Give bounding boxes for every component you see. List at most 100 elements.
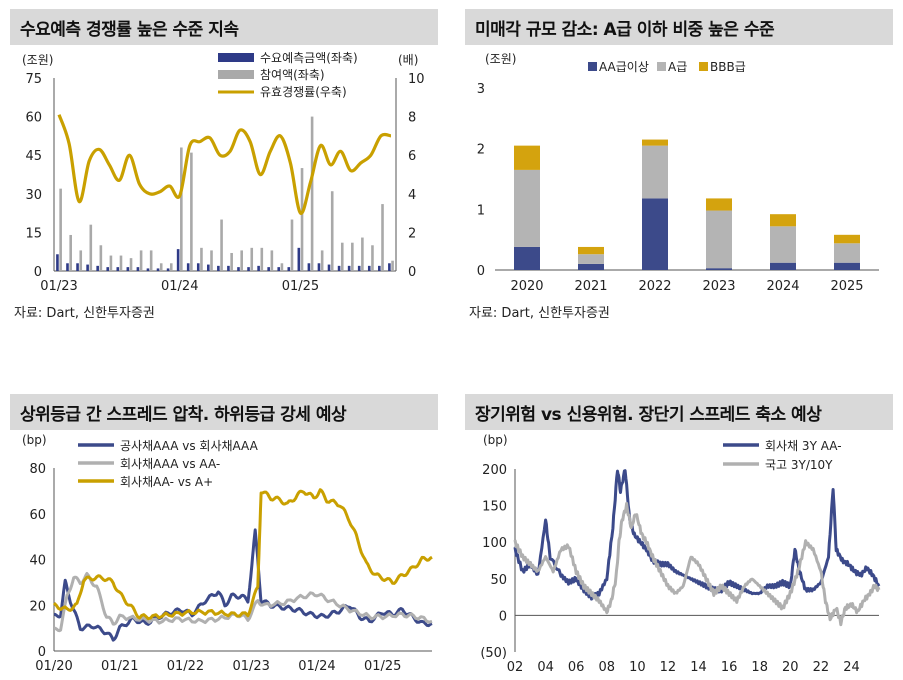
- bar-participation: [169, 263, 173, 271]
- bar-demand: [207, 264, 210, 271]
- y-right-tick-label: 8: [408, 111, 416, 126]
- chart-term-credit: (bp) 200 150 100 50 0 (50)02 04 06 08 10 12 14 16 18 20…: [480, 433, 881, 675]
- legend-swatch: [218, 70, 254, 79]
- legend-swatch: [699, 62, 708, 71]
- bar-demand: [388, 263, 391, 271]
- series-line: [52, 488, 433, 621]
- bar-participation: [240, 250, 243, 271]
- bar-demand: [136, 267, 140, 271]
- x-tick-label: 01/23: [40, 279, 77, 294]
- x-tick-label: 2024: [766, 279, 799, 294]
- chart-rating-spread: (bp) 80 60 40 20 001/20 01/21 01/22 01/23 01/24 01…: [22, 433, 433, 674]
- bar-participation: [210, 250, 213, 271]
- bar-demand: [116, 267, 120, 271]
- y-right-tick-label: 4: [408, 188, 416, 203]
- y-tick-label: 0: [38, 645, 46, 660]
- bar-participation: [260, 247, 264, 271]
- bar-demand: [146, 268, 150, 271]
- bar-demand: [76, 263, 79, 271]
- legend-swatch: [657, 62, 666, 71]
- legend-label: BBB급: [710, 60, 746, 74]
- y-unit: (조원): [485, 52, 516, 66]
- bar-demand: [66, 263, 69, 271]
- bar-demand: [357, 265, 361, 271]
- bar-demand: [247, 267, 250, 271]
- bar-demand: [156, 268, 160, 271]
- y-unit: (bp): [22, 433, 47, 447]
- bar-demand: [217, 265, 220, 271]
- bar-segment: [642, 198, 668, 270]
- y-tick-label: 40: [29, 554, 46, 569]
- chart-source: 자료: Dart, 신한투자증권: [14, 306, 155, 321]
- bar-participation: [149, 250, 153, 271]
- x-tick-label: 14: [690, 660, 707, 675]
- y-tick-label: 200: [482, 463, 507, 478]
- bar-participation: [190, 152, 193, 271]
- y-left-tick-label: 75: [25, 72, 42, 87]
- bar-participation: [220, 219, 223, 271]
- bar-demand: [287, 267, 291, 271]
- y-tick-label: 2: [477, 143, 485, 158]
- legend-label: AA급이상: [599, 60, 649, 74]
- y-right-tick-label: 6: [408, 149, 416, 164]
- bar-demand: [267, 267, 270, 271]
- bar-segment: [834, 262, 860, 270]
- bar-demand: [307, 263, 311, 271]
- x-tick-label: 01/21: [101, 659, 138, 674]
- bar-participation: [79, 250, 83, 271]
- x-tick-label: 02: [507, 660, 524, 675]
- x-tick-label: 01/24: [298, 659, 335, 674]
- legend-label: 유효경쟁률(우축): [260, 85, 347, 99]
- y-tick-label: 60: [29, 508, 46, 523]
- bar-participation: [89, 224, 93, 271]
- bar-participation: [270, 250, 274, 271]
- bar-demand: [86, 264, 89, 271]
- series-line: [513, 469, 881, 601]
- line-effective-ratio: [57, 114, 392, 215]
- x-tick-label: 08: [598, 660, 615, 675]
- bar-participation: [300, 168, 304, 271]
- bar-demand: [166, 268, 170, 271]
- panel-term-credit: 장기위험 vs 신용위험. 장단기 스프레드 축소 예상 (bp) 200 150 1…: [455, 388, 903, 678]
- bar-demand: [227, 265, 230, 271]
- bar-demand: [126, 267, 130, 271]
- bar-demand: [297, 247, 301, 271]
- x-tick-label: 2023: [702, 279, 735, 294]
- bar-demand: [277, 267, 281, 271]
- bar-segment: [578, 254, 604, 264]
- bar-segment: [642, 139, 668, 146]
- x-tick-label: 06: [568, 660, 585, 675]
- bar-segment: [770, 214, 796, 227]
- bar-segment: [514, 246, 540, 270]
- x-tick-label: 2025: [830, 279, 863, 294]
- bar-segment: [514, 169, 540, 247]
- bar-participation: [129, 258, 133, 271]
- panel-title-bar: 미매각 규모 감소: A급 이하 비중 높은 수준: [465, 9, 893, 45]
- bar-demand: [378, 265, 381, 271]
- bar-participation: [280, 263, 284, 271]
- y-tick-label: 1: [477, 203, 485, 218]
- bar-demand: [176, 249, 180, 271]
- panel-title: 수요예측 경쟁률 높은 수준 지속: [20, 20, 239, 40]
- y-tick-label: 50: [490, 573, 507, 588]
- legend-swatch: [588, 62, 597, 71]
- legend-label: A급: [668, 60, 687, 74]
- y-right-tick-label: 0: [408, 265, 416, 280]
- bar-participation: [69, 234, 72, 271]
- legend-label: 국고 3Y/10Y: [765, 458, 833, 472]
- bar-participation: [371, 245, 374, 271]
- bar-demand: [106, 267, 110, 271]
- bar-participation: [180, 147, 183, 271]
- bar-participation: [340, 242, 344, 271]
- bar-segment: [642, 145, 668, 199]
- bar-demand: [237, 267, 240, 271]
- chart-unsold: (조원) 3 2 1 0 2020 2021 2022 2023 2024 2025 AA급이상 A급 B…: [477, 52, 879, 294]
- panel-title: 상위등급 간 스프레드 압착. 하위등급 강세 예상: [20, 405, 347, 425]
- x-tick-label: 01/22: [167, 659, 204, 674]
- bar-participation: [230, 252, 233, 271]
- bar-participation: [310, 116, 314, 271]
- y-tick-label: 3: [477, 82, 485, 97]
- y-tick-label: 150: [482, 500, 507, 515]
- bar-participation: [290, 219, 294, 271]
- bar-participation: [119, 255, 123, 271]
